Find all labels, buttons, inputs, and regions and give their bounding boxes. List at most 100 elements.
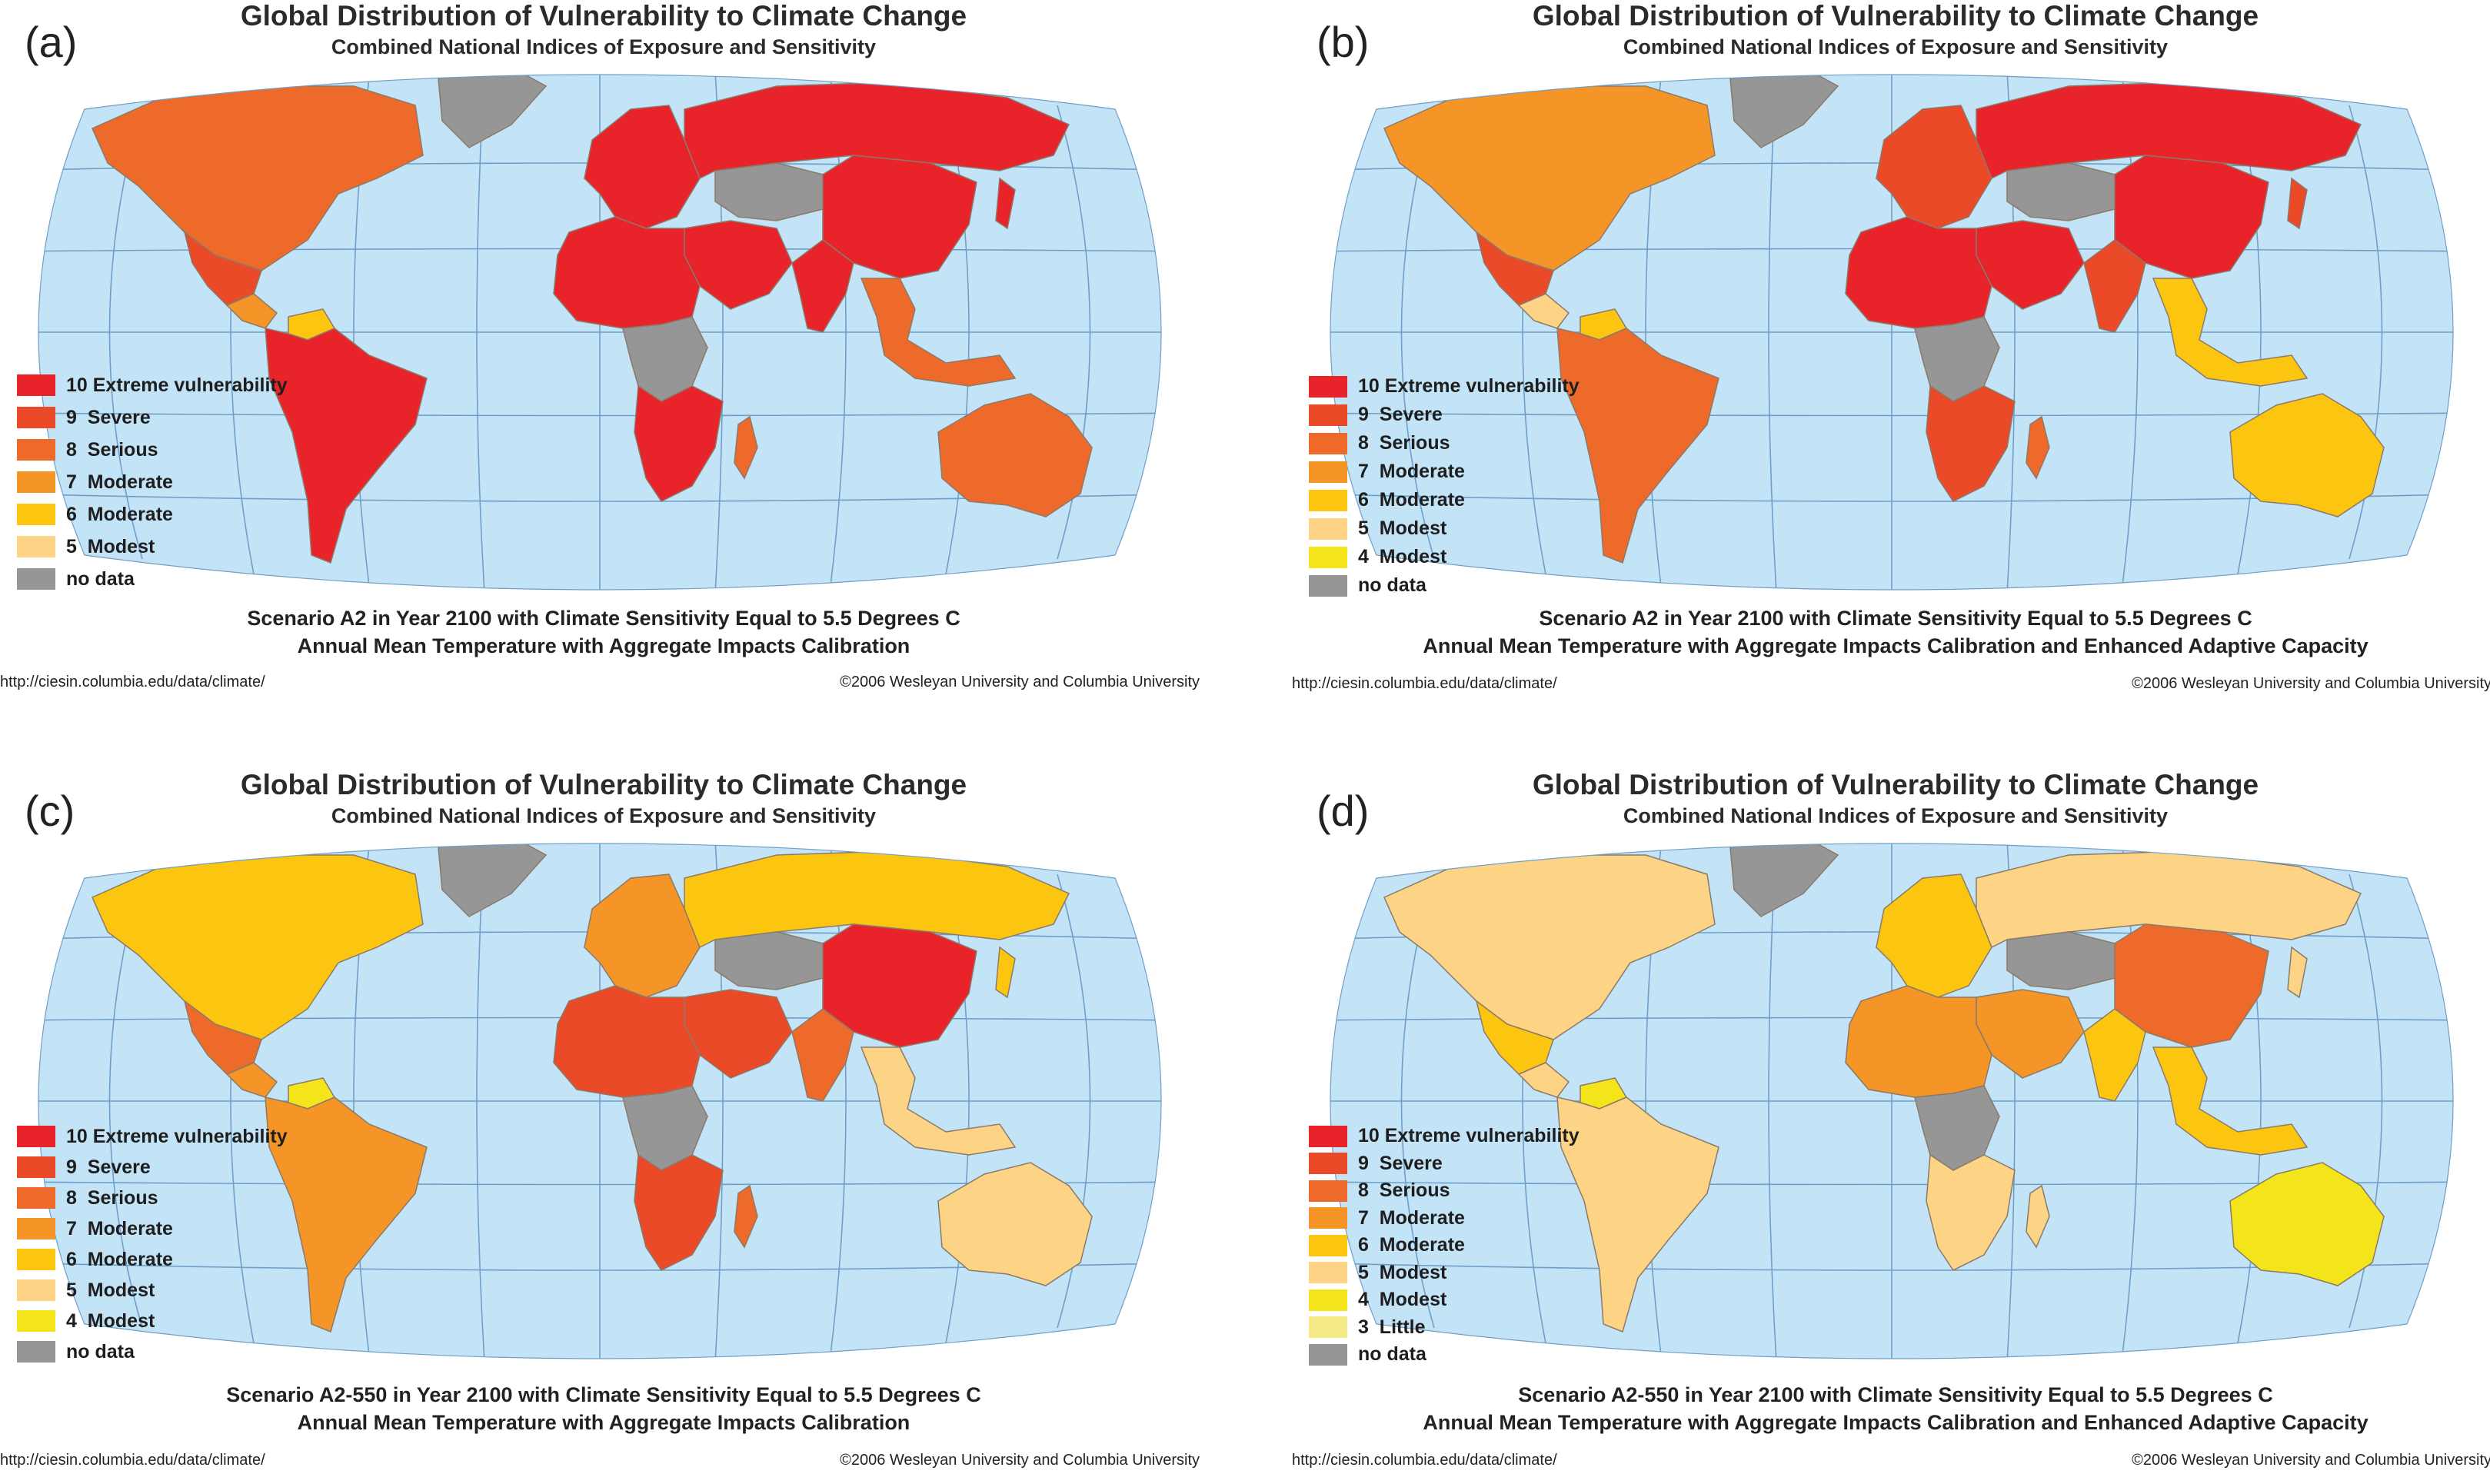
legend-item: 6 Moderate <box>17 1244 288 1275</box>
region-japan <box>995 177 1016 230</box>
region-europe <box>1876 873 1992 998</box>
legend-label: 8 Serious <box>66 1186 158 1209</box>
region-south-america <box>265 328 428 564</box>
legend-label: 7 Moderate <box>66 1217 173 1239</box>
source-url: http://ciesin.columbia.edu/data/climate/ <box>1292 1452 1557 1469</box>
legend-item: 7 Moderate <box>1309 1205 1580 1233</box>
legend-label: 5 Modest <box>66 1279 155 1301</box>
legend-swatch <box>1309 461 1347 483</box>
legend-label: 6 Moderate <box>1358 489 1465 511</box>
legend-item: 7 Moderate <box>17 1213 288 1244</box>
legend-swatch <box>1309 546 1347 568</box>
region-southern-africa <box>1926 1153 2016 1271</box>
region-central-america <box>225 1062 278 1098</box>
region-europe <box>584 105 701 229</box>
legend-item: no data <box>17 563 288 595</box>
region-south-america <box>1556 1096 1719 1333</box>
legend-item: 6 Moderate <box>17 498 288 531</box>
legend-label: 9 Severe <box>1358 404 1443 425</box>
legend-swatch <box>17 536 55 557</box>
world-map <box>8 832 1192 1370</box>
legend-swatch <box>1309 1180 1347 1202</box>
globe-outline <box>38 843 1162 1359</box>
legend-label: 10 Extreme vulnerability <box>66 374 288 396</box>
legend-swatch <box>1309 1207 1347 1229</box>
scenario-line-2: Annual Mean Temperature with Aggregate I… <box>1423 1411 2368 1434</box>
legend-label: no data <box>1358 1343 1426 1366</box>
legend-label: 8 Serious <box>66 438 158 461</box>
panel-letter: (d) <box>1317 787 1370 835</box>
scenario-line-2: Annual Mean Temperature with Aggregate I… <box>1423 634 2368 657</box>
legend-swatch <box>17 1249 55 1270</box>
legend-label: 8 Serious <box>1358 1180 1450 1202</box>
legend-item: 5 Modest <box>17 1275 288 1306</box>
region-india <box>791 1008 854 1102</box>
region-central-america <box>1517 1062 1570 1098</box>
legend-swatch <box>17 568 55 590</box>
legend-swatch <box>17 1310 55 1332</box>
legend-swatch <box>17 1341 55 1363</box>
legend-item: 9 Severe <box>17 1152 288 1183</box>
region-india <box>2083 239 2146 333</box>
panel-letter: (c) <box>25 787 75 835</box>
region-australia <box>937 393 1093 517</box>
source-url: http://ciesin.columbia.edu/data/climate/ <box>0 674 265 690</box>
legend-item: 4 Modest <box>1309 543 1580 571</box>
region-se-asia <box>860 1046 1017 1156</box>
world-map-svg <box>1330 74 2454 591</box>
legend-item: 6 Moderate <box>1309 486 1580 514</box>
legend-label: 3 Little <box>1358 1316 1426 1338</box>
legend-item: 10 Extreme vulnerability <box>17 1121 288 1152</box>
legend-item: 7 Moderate <box>17 466 288 498</box>
legend-swatch <box>1309 1343 1347 1366</box>
copyright: ©2006 Wesleyan University and Columbia U… <box>2132 675 2490 692</box>
legend-item: 4 Modest <box>1309 1286 1580 1314</box>
legend-label: 4 Modest <box>1358 546 1447 567</box>
legend-item: 8 Serious <box>17 434 288 466</box>
legend-item: no data <box>1309 1341 1580 1369</box>
legend-label: 4 Modest <box>1358 1289 1447 1311</box>
legend-swatch <box>1309 1262 1347 1284</box>
scenario-caption: Scenario A2-550 in Year 2100 with Climat… <box>0 1381 1207 1436</box>
region-central-asia <box>2006 162 2116 221</box>
map-panel-4: (d) Global Distribution of Vulnerability… <box>1292 769 2490 1484</box>
copyright: ©2006 Wesleyan University and Columbia U… <box>2132 1452 2490 1469</box>
legend: 10 Extreme vulnerability 9 Severe 8 Seriou… <box>17 1121 288 1367</box>
region-se-asia <box>860 278 1017 387</box>
legend-swatch <box>1309 1316 1347 1339</box>
map-title: Global Distribution of Vulnerability to … <box>240 769 967 800</box>
legend-label: 5 Modest <box>1358 1261 1447 1283</box>
region-australia <box>2229 393 2385 517</box>
legend-label: no data <box>66 567 135 590</box>
map-panel-1: (a) Global Distribution of Vulnerability… <box>0 0 1230 715</box>
region-japan <box>2287 177 2308 230</box>
panel-letter: (a) <box>25 18 78 66</box>
legend-swatch <box>17 1126 55 1147</box>
legend-label: 6 Moderate <box>66 503 173 525</box>
region-australia <box>2229 1162 2385 1286</box>
source-url: http://ciesin.columbia.edu/data/climate/ <box>0 1452 265 1469</box>
region-india <box>791 239 854 333</box>
legend-swatch <box>17 1218 55 1239</box>
legend-item: no data <box>1309 571 1580 600</box>
legend-label: 10 Extreme vulnerability <box>1358 375 1580 397</box>
legend-label: 9 Severe <box>66 1156 151 1178</box>
world-map <box>1300 63 2484 601</box>
scenario-line-2: Annual Mean Temperature with Aggregate I… <box>297 634 910 657</box>
region-greenland <box>438 843 548 917</box>
region-greenland <box>438 75 548 148</box>
legend-swatch <box>17 1279 55 1301</box>
region-japan <box>2287 946 2308 999</box>
legend-item: 9 Severe <box>17 401 288 434</box>
world-map-svg <box>1330 843 2454 1359</box>
legend-swatch <box>17 1187 55 1209</box>
legend-swatch <box>1309 375 1347 398</box>
region-china <box>822 155 977 279</box>
region-madagascar <box>2026 415 2050 480</box>
globe-outline <box>1330 843 2454 1359</box>
legend-label: no data <box>1358 574 1426 596</box>
globe-outline <box>1330 74 2454 591</box>
region-north-africa <box>553 216 701 329</box>
legend-label: 6 Moderate <box>1358 1234 1465 1256</box>
region-central-asia <box>2006 931 2116 990</box>
